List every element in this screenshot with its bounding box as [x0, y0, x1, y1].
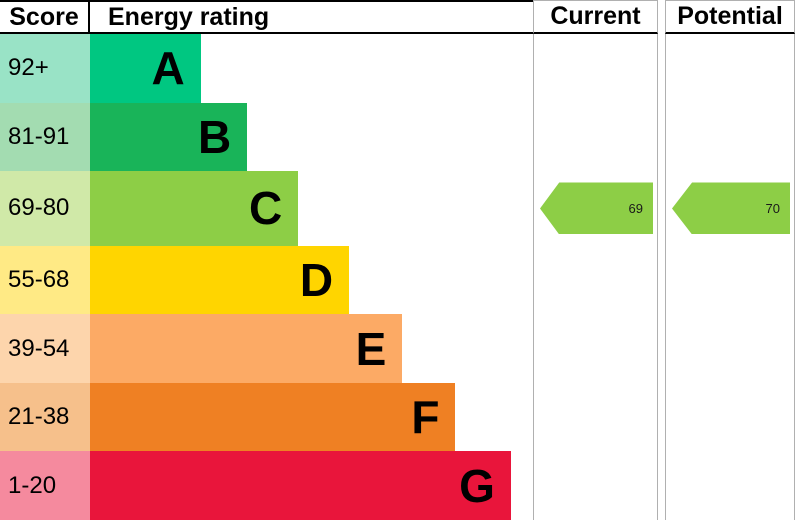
current-cell — [533, 34, 658, 103]
current-cell: 69 — [533, 171, 658, 246]
rating-letter-g: G — [459, 459, 495, 512]
bar-track: F — [90, 382, 533, 452]
column-gap — [658, 102, 665, 172]
potential-cell — [665, 314, 795, 383]
rating-letter-e: E — [355, 322, 387, 375]
bar-track: E — [90, 314, 533, 383]
current-rating-value: 69 — [628, 200, 643, 216]
rating-bar-f: F — [90, 382, 456, 452]
band-row-d: 55-68 D — [0, 245, 800, 315]
energy-rating-header: Energy rating — [90, 0, 533, 34]
rating-bar-g: G — [90, 451, 511, 520]
rating-bar-a: A — [90, 34, 201, 103]
column-gap — [658, 0, 665, 34]
potential-rating-arrow: 70 — [672, 182, 790, 235]
rating-bar-d: D — [90, 245, 350, 315]
score-range-cell: 92+ — [0, 34, 90, 103]
potential-cell — [665, 382, 795, 452]
band-row-b: 81-91 B — [0, 102, 800, 172]
band-row-g: 1-20 G — [0, 451, 800, 520]
bar-track: B — [90, 102, 533, 172]
rating-letter-b: B — [198, 110, 232, 163]
column-gap — [658, 314, 665, 383]
right-margin — [795, 171, 800, 246]
right-margin — [795, 0, 800, 34]
current-cell — [533, 382, 658, 452]
potential-header: Potential — [665, 0, 795, 34]
score-header: Score — [0, 0, 90, 34]
rating-letter-f: F — [411, 391, 440, 444]
rating-letter-c: C — [248, 182, 283, 235]
bar-track: D — [90, 245, 533, 315]
right-margin — [795, 451, 800, 520]
column-gap — [658, 34, 665, 103]
score-range-cell: 1-20 — [0, 451, 90, 520]
band-row-f: 21-38 F — [0, 382, 800, 452]
potential-cell — [665, 102, 795, 172]
right-margin — [795, 245, 800, 315]
potential-cell — [665, 451, 795, 520]
rating-bar-b: B — [90, 102, 248, 172]
rating-bar-c: C — [90, 171, 299, 246]
right-margin — [795, 102, 800, 172]
current-cell — [533, 102, 658, 172]
score-range-cell: 81-91 — [0, 102, 90, 172]
potential-cell — [665, 245, 795, 315]
column-gap — [658, 451, 665, 520]
column-gap — [658, 245, 665, 315]
current-cell — [533, 314, 658, 383]
score-range-cell: 69-80 — [0, 171, 90, 246]
right-margin — [795, 382, 800, 452]
current-rating-arrow: 69 — [540, 182, 653, 235]
header-row: Score Energy rating Current Potential — [0, 0, 800, 34]
right-margin — [795, 34, 800, 103]
rating-letter-a: A — [151, 42, 185, 95]
rating-letter-d: D — [299, 254, 334, 307]
band-row-e: 39-54 E — [0, 314, 800, 383]
score-range-cell: 39-54 — [0, 314, 90, 383]
potential-cell: 70 — [665, 171, 795, 246]
potential-rating-value: 70 — [765, 200, 780, 216]
current-cell — [533, 451, 658, 520]
bar-track: C — [90, 171, 533, 246]
rating-bar-e: E — [90, 314, 403, 383]
column-gap — [658, 171, 665, 246]
right-margin — [795, 314, 800, 383]
bar-track: G — [90, 451, 533, 520]
column-gap — [658, 382, 665, 452]
potential-cell — [665, 34, 795, 103]
current-header: Current — [533, 0, 658, 34]
score-range-cell: 21-38 — [0, 382, 90, 452]
score-range-cell: 55-68 — [0, 245, 90, 315]
current-cell — [533, 245, 658, 315]
band-row-c: 69-80 C 69 70 — [0, 171, 800, 246]
band-row-a: 92+ A — [0, 34, 800, 103]
bar-track: A — [90, 34, 533, 103]
